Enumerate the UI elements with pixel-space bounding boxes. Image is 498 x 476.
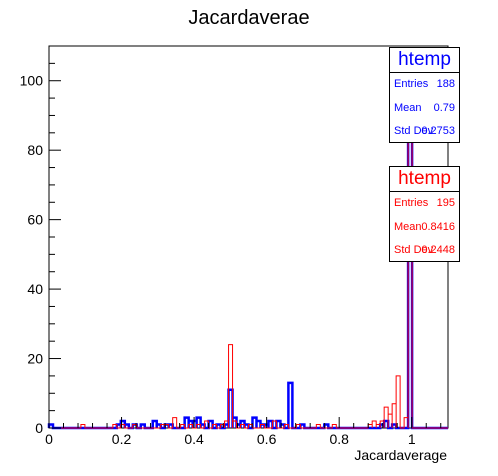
stats-key: Entries — [394, 197, 429, 209]
axis-layer: 0 0.2 0.4 0.6 0.8 1 0 20 40 60 80 100 — [20, 62, 442, 447]
x-tick-label: 0.2 — [112, 431, 132, 447]
x-tick-label: 0 — [45, 431, 53, 447]
stats-value: 0.79 — [433, 101, 455, 114]
stats-value: 0.2448 — [421, 244, 455, 256]
x-tick-label: 1 — [408, 431, 416, 447]
chart-title: Jacardaverae — [188, 7, 309, 29]
stats-row-mean: Mean 0.8416 — [390, 216, 459, 240]
stats-box-title: htemp — [390, 48, 459, 73]
stats-box-red: htemp Entries 195 Mean 0.8416 Std Dev 0.… — [389, 166, 460, 262]
x-axis-label: Jacardaverage — [354, 447, 447, 463]
stats-row-mean: Mean 0.79 — [390, 97, 459, 121]
histogram-bin — [396, 376, 400, 428]
stats-row-stddev: Std Dev 0.2448 — [390, 239, 459, 263]
x-tick-label: 0.8 — [329, 431, 349, 447]
y-tick-label: 20 — [27, 351, 43, 367]
y-tick-label: 40 — [27, 281, 43, 297]
stats-value: 0.8416 — [421, 220, 455, 233]
stats-value: 188 — [436, 78, 455, 90]
stats-key: Std Dev — [394, 125, 434, 137]
y-tick-label: 0 — [35, 420, 43, 436]
y-tick-label: 100 — [20, 73, 44, 89]
x-tick-label: 0.4 — [184, 431, 204, 447]
stats-box-blue: htemp Entries 188 Mean 0.79 Std Dev 0.27… — [389, 47, 460, 143]
x-tick-label: 0.6 — [257, 431, 277, 447]
stats-key: Std Dev — [394, 244, 434, 256]
stats-key: Mean — [394, 101, 422, 114]
stats-row-entries: Entries 188 — [390, 73, 459, 97]
stats-value: 0.2753 — [421, 125, 455, 137]
series-outline — [47, 114, 448, 430]
series-0 — [47, 114, 448, 430]
stats-value: 195 — [436, 197, 455, 209]
stats-row-stddev: Std Dev 0.2753 — [390, 120, 459, 144]
y-tick-label: 80 — [27, 142, 43, 158]
stats-key: Entries — [394, 78, 429, 90]
stats-row-entries: Entries 195 — [390, 192, 459, 216]
stats-box-title: htemp — [390, 167, 459, 192]
stats-key: Mean — [394, 220, 422, 233]
y-tick-label: 60 — [27, 212, 43, 228]
